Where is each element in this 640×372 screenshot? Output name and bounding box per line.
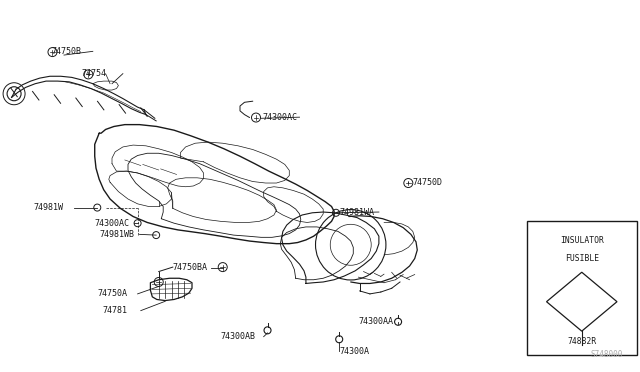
Bar (527, 221, 637, 355)
Text: S748000: S748000 (591, 350, 623, 359)
Text: FUSIBLE: FUSIBLE (564, 254, 599, 263)
Text: 74750A: 74750A (97, 289, 127, 298)
Text: 74300A: 74300A (339, 347, 369, 356)
Text: 74750BA: 74750BA (173, 263, 208, 272)
Text: 74981W: 74981W (33, 203, 63, 212)
Text: 74882R: 74882R (567, 337, 596, 346)
Text: 74300AB: 74300AB (221, 332, 256, 341)
Text: INSULATOR: INSULATOR (560, 235, 604, 244)
Text: 74300AC: 74300AC (262, 113, 298, 122)
Text: 74750D: 74750D (413, 178, 443, 187)
Text: 74981WA: 74981WA (339, 208, 374, 217)
Text: 74300AA: 74300AA (358, 317, 394, 326)
Text: 74781: 74781 (102, 306, 127, 315)
Text: 74750B: 74750B (51, 47, 81, 56)
Text: 74754: 74754 (82, 69, 107, 78)
Text: 74300AC: 74300AC (95, 219, 130, 228)
Polygon shape (547, 272, 617, 331)
Text: 74981WB: 74981WB (99, 230, 134, 239)
